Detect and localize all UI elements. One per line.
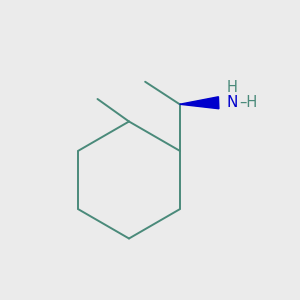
Polygon shape: [180, 97, 219, 109]
Text: N: N: [226, 95, 238, 110]
Text: –H: –H: [239, 95, 258, 110]
Text: H: H: [227, 80, 238, 95]
